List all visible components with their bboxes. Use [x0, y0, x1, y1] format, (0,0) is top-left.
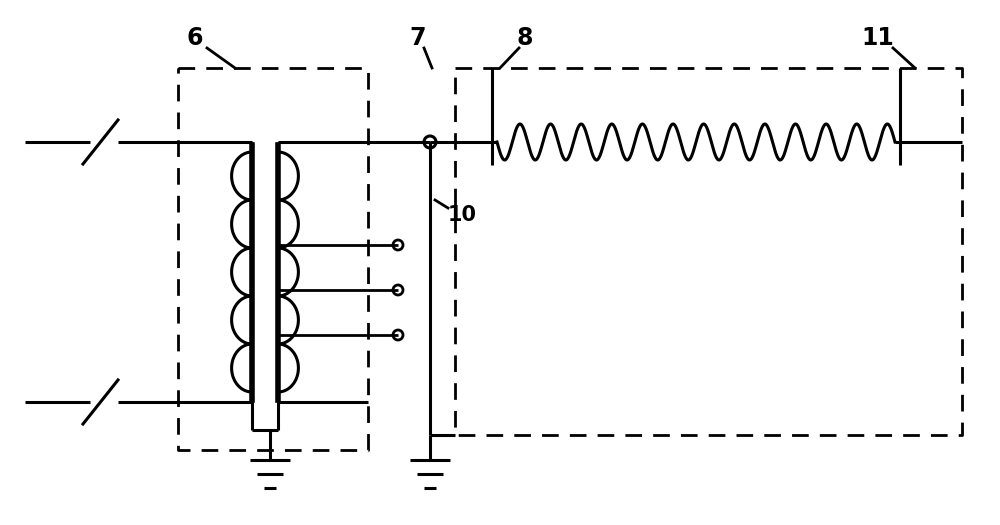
Text: 10: 10: [448, 205, 477, 225]
Text: 6: 6: [187, 26, 203, 50]
Text: 11: 11: [862, 26, 894, 50]
Text: 8: 8: [517, 26, 533, 50]
Text: 7: 7: [410, 26, 426, 50]
